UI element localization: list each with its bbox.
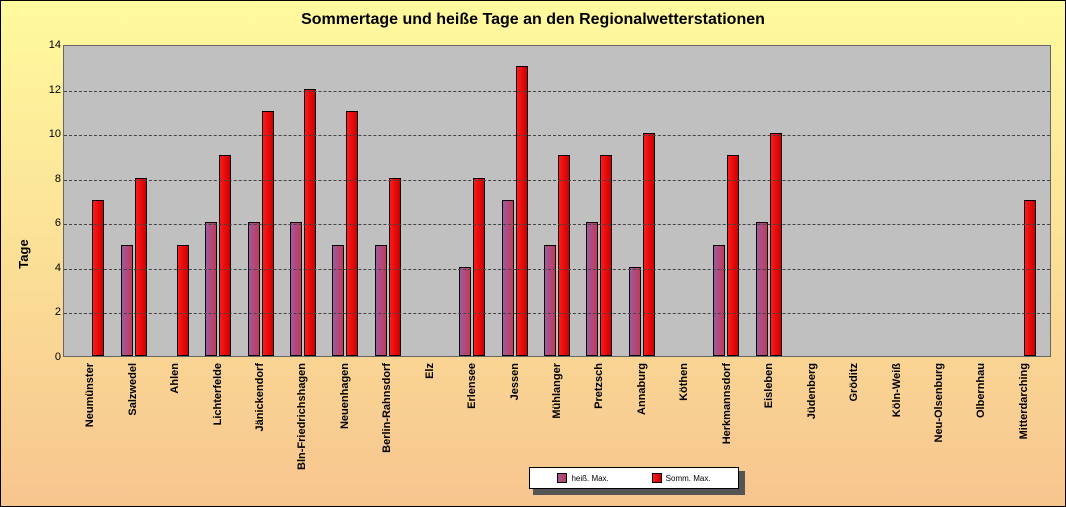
bar-group <box>917 46 959 356</box>
bar <box>544 245 556 356</box>
bar-group <box>578 46 620 356</box>
bar <box>262 111 274 356</box>
bar-group <box>239 46 281 356</box>
bar-group <box>790 46 832 356</box>
y-tick-label: 14 <box>21 39 61 51</box>
y-tick-label: 12 <box>21 84 61 96</box>
bar <box>304 89 316 356</box>
bar <box>332 245 344 356</box>
bar <box>135 178 147 356</box>
gridline <box>64 313 1050 314</box>
x-tick-label: Mitterdarching <box>1003 359 1045 469</box>
x-tick-label: Pretzsch <box>578 359 620 469</box>
bar <box>177 245 189 356</box>
legend-label: Somm. Max. <box>666 474 711 483</box>
bar <box>727 155 739 356</box>
plot-wrap <box>63 45 1051 357</box>
bar <box>473 178 485 356</box>
x-axis-labels: NeumünsterSalzwedelAhlenLichterfeldeJäni… <box>63 359 1051 469</box>
legend-label: heiß. Max. <box>571 474 608 483</box>
x-tick-label: Herkmannsdorf <box>706 359 748 469</box>
legend: heiß. Max. Somm. Max. <box>529 467 739 489</box>
x-tick-label: Bln-Friedrichshagen <box>281 359 323 469</box>
x-tick-label: Mühlanger <box>536 359 578 469</box>
bar <box>756 222 768 356</box>
bars-layer <box>64 46 1050 356</box>
legend-item: heiß. Max. <box>557 473 608 483</box>
x-tick-label: Elz <box>409 359 451 469</box>
bar-group <box>493 46 535 356</box>
y-tick-label: 8 <box>21 173 61 185</box>
x-tick-label: Gröditz <box>833 359 875 469</box>
bar <box>375 245 387 356</box>
x-tick-label: Berlin-Rahnsdorf <box>366 359 408 469</box>
bar <box>389 178 401 356</box>
bar-group <box>832 46 874 356</box>
bar-group <box>705 46 747 356</box>
x-tick-label: Köthen <box>663 359 705 469</box>
bar-group <box>112 46 154 356</box>
x-tick-label: Jüdenberg <box>790 359 832 469</box>
bar-group <box>155 46 197 356</box>
x-tick-label: Salzwedel <box>111 359 153 469</box>
x-tick-label: Neu-Olsenburg <box>918 359 960 469</box>
x-tick-label: Jänickendorf <box>239 359 281 469</box>
bar-group <box>70 46 112 356</box>
x-tick-label: Ahlen <box>154 359 196 469</box>
x-tick-label: Jessen <box>493 359 535 469</box>
bar <box>558 155 570 356</box>
x-tick-label: Olbernhau <box>960 359 1002 469</box>
bar <box>586 222 598 356</box>
bar <box>770 133 782 356</box>
gridline <box>64 135 1050 136</box>
chart-container: Sommertage und heiße Tage an den Regiona… <box>0 0 1066 507</box>
bar-group <box>875 46 917 356</box>
x-tick-label: Neuenhagen <box>324 359 366 469</box>
y-tick-label: 0 <box>21 351 61 363</box>
bar <box>629 267 641 356</box>
bar-group <box>451 46 493 356</box>
chart-title: Sommertage und heiße Tage an den Regiona… <box>1 11 1065 29</box>
legend-item: Somm. Max. <box>652 473 711 483</box>
gridline <box>64 269 1050 270</box>
x-tick-label: Eisleben <box>748 359 790 469</box>
plot-area <box>63 45 1051 357</box>
bar <box>219 155 231 356</box>
bar-group <box>197 46 239 356</box>
x-tick-label: Erlensee <box>451 359 493 469</box>
gridline <box>64 224 1050 225</box>
y-tick-label: 6 <box>21 217 61 229</box>
y-tick-label: 2 <box>21 306 61 318</box>
bar-group <box>409 46 451 356</box>
x-tick-label: Köln-Weiß <box>875 359 917 469</box>
bar <box>205 222 217 356</box>
bar-group <box>366 46 408 356</box>
gridline <box>64 180 1050 181</box>
bar <box>121 245 133 356</box>
bar-group <box>620 46 662 356</box>
bar-group <box>1002 46 1044 356</box>
x-tick-label: Lichterfelde <box>196 359 238 469</box>
y-tick-label: 10 <box>21 128 61 140</box>
bar <box>600 155 612 356</box>
bar-group <box>748 46 790 356</box>
bar <box>459 267 471 356</box>
legend-swatch <box>557 473 567 483</box>
bar-group <box>324 46 366 356</box>
bar-group <box>536 46 578 356</box>
bar-group <box>282 46 324 356</box>
bar <box>713 245 725 356</box>
bar <box>290 222 302 356</box>
bar <box>346 111 358 356</box>
bar <box>248 222 260 356</box>
bar-group <box>663 46 705 356</box>
gridline <box>64 91 1050 92</box>
bar-group <box>959 46 1001 356</box>
bar <box>643 133 655 356</box>
y-tick-label: 4 <box>21 262 61 274</box>
legend-swatch <box>652 473 662 483</box>
x-tick-label: Neumünster <box>69 359 111 469</box>
x-tick-label: Annaburg <box>621 359 663 469</box>
